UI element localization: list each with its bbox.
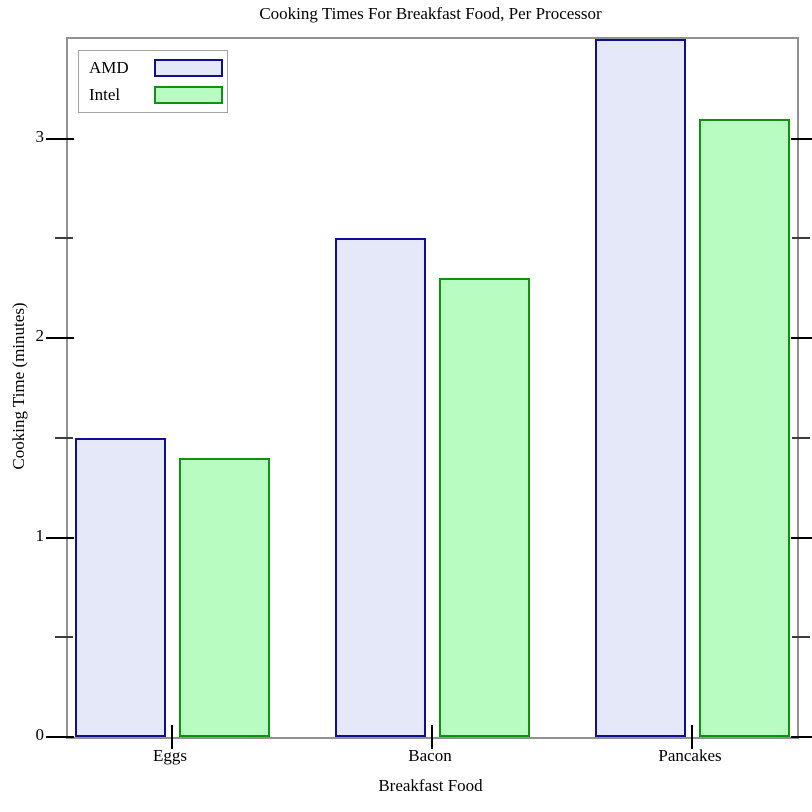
y-tick-right-2	[791, 337, 812, 340]
x-tick-pancakes	[691, 725, 693, 749]
x-tick-label-pancakes: Pancakes	[658, 746, 722, 765]
legend-swatch-intel	[154, 86, 223, 105]
legend-swatch-amd	[154, 58, 223, 77]
legend-label-amd: AMD	[89, 57, 129, 77]
y-tick-left-0	[46, 736, 74, 738]
y-tick-left-1	[46, 536, 74, 539]
bar-intel-bacon	[439, 278, 530, 737]
y-tick-label-3: 3	[35, 126, 45, 146]
plot-area	[46, 37, 812, 749]
x-tick-eggs	[171, 725, 173, 749]
plot-inner-layer	[46, 39, 812, 749]
chart-title: Cooking Times For Breakfast Food, Per Pr…	[259, 4, 602, 23]
y-tick-label-0: 0	[35, 725, 45, 744]
y-minor-tick-left-1.5	[55, 436, 73, 439]
y-minor-tick-right-0.5	[792, 636, 810, 639]
y-tick-label-2: 2	[35, 326, 45, 346]
y-tick-left-3	[46, 137, 74, 140]
legend-item-amd: AMD	[89, 55, 223, 81]
bar-amd-bacon	[335, 238, 426, 737]
y-tick-right-3	[791, 137, 812, 140]
legend-item-intel: Intel	[89, 82, 223, 108]
x-tick-label-bacon: Bacon	[408, 746, 452, 765]
y-minor-tick-right-2.5	[792, 237, 810, 240]
x-axis-title: Breakfast Food	[378, 776, 483, 795]
bar-intel-pancakes	[699, 119, 790, 737]
bar-amd-pancakes	[595, 39, 686, 737]
y-tick-label-1: 1	[35, 525, 45, 545]
legend: AMD Intel	[78, 50, 228, 113]
bar-amd-eggs	[75, 438, 166, 737]
y-tick-right-0	[791, 736, 812, 738]
x-tick-bacon	[431, 725, 433, 749]
y-minor-tick-left-2.5	[55, 237, 73, 240]
bar-intel-eggs	[179, 458, 270, 737]
x-tick-label-eggs: Eggs	[153, 746, 187, 765]
y-tick-right-1	[791, 536, 812, 539]
y-minor-tick-left-0.5	[55, 636, 73, 639]
y-axis-title: Cooking Time (minutes)	[9, 302, 28, 470]
legend-label-intel: Intel	[89, 85, 121, 105]
y-minor-tick-right-1.5	[792, 436, 810, 439]
y-tick-left-2	[46, 337, 74, 340]
